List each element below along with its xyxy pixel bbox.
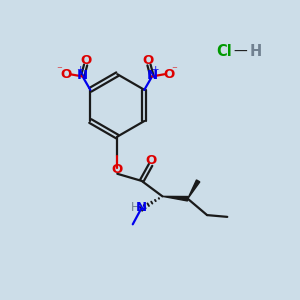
- Text: +: +: [76, 65, 84, 74]
- Text: —: —: [234, 45, 248, 59]
- Text: O: O: [60, 68, 71, 81]
- Text: O: O: [164, 68, 175, 81]
- Text: O: O: [112, 163, 123, 176]
- Text: O: O: [146, 154, 157, 167]
- Polygon shape: [188, 180, 200, 199]
- Text: H: H: [249, 44, 262, 59]
- Text: O: O: [143, 54, 154, 67]
- Text: H: H: [131, 201, 140, 214]
- Text: N: N: [77, 69, 88, 82]
- Text: O: O: [81, 54, 92, 67]
- Text: +: +: [151, 65, 158, 74]
- Text: Cl: Cl: [216, 44, 232, 59]
- Polygon shape: [163, 196, 188, 201]
- Text: N: N: [136, 201, 147, 214]
- Text: ⁻: ⁻: [172, 66, 177, 76]
- Text: N: N: [146, 69, 158, 82]
- Text: ⁻: ⁻: [57, 66, 62, 76]
